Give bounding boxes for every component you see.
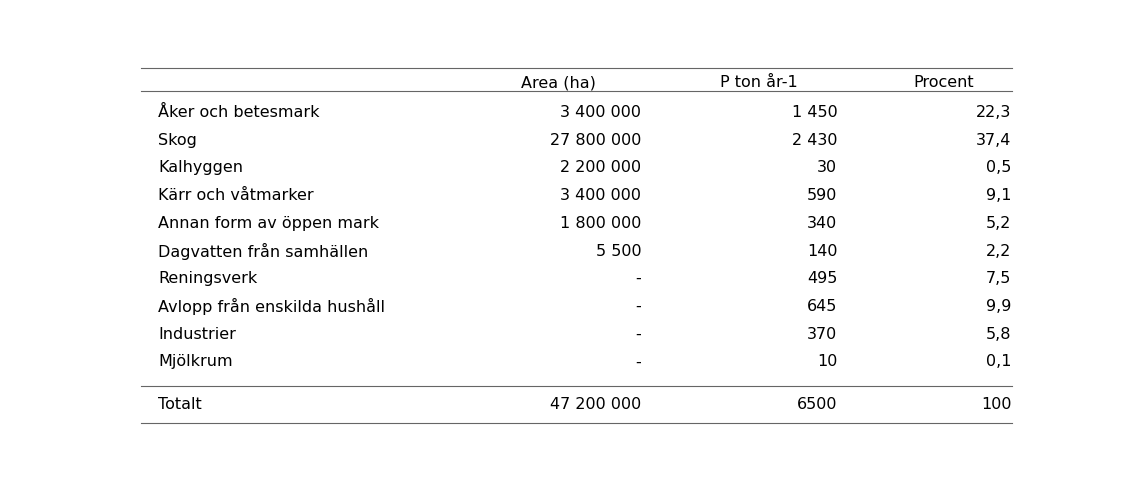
Text: 3 400 000: 3 400 000 [561,105,642,120]
Text: Procent: Procent [914,75,975,90]
Text: Reningsverk: Reningsverk [157,271,257,286]
Text: P ton år-1: P ton år-1 [720,75,798,90]
Text: 5 500: 5 500 [596,243,642,259]
Text: 47 200 000: 47 200 000 [550,397,642,412]
Text: 2 200 000: 2 200 000 [560,160,642,175]
Text: 0,5: 0,5 [986,160,1012,175]
Text: 30: 30 [817,160,837,175]
Text: -: - [636,354,642,369]
Text: 5,8: 5,8 [986,327,1012,342]
Text: 6500: 6500 [797,397,837,412]
Text: 9,1: 9,1 [986,188,1012,203]
Text: 140: 140 [807,243,837,259]
Text: -: - [636,299,642,314]
Text: -: - [636,271,642,286]
Text: 27 800 000: 27 800 000 [550,133,642,148]
Text: Totalt: Totalt [157,397,201,412]
Text: 5,2: 5,2 [986,216,1012,231]
Text: Kärr och våtmarker: Kärr och våtmarker [157,188,314,203]
Text: 9,9: 9,9 [986,299,1012,314]
Text: 3 400 000: 3 400 000 [561,188,642,203]
Text: Industrier: Industrier [157,327,236,342]
Text: 1 450: 1 450 [791,105,837,120]
Text: 645: 645 [807,299,837,314]
Text: 1 800 000: 1 800 000 [560,216,642,231]
Text: 100: 100 [981,397,1012,412]
Text: 370: 370 [807,327,837,342]
Text: 10: 10 [817,354,837,369]
Text: 2,2: 2,2 [986,243,1012,259]
Text: 37,4: 37,4 [977,133,1012,148]
Text: Annan form av öppen mark: Annan form av öppen mark [157,216,379,231]
Text: Mjölkrum: Mjölkrum [157,354,233,369]
Text: -: - [636,327,642,342]
Text: 340: 340 [807,216,837,231]
Text: 7,5: 7,5 [986,271,1012,286]
Text: 2 430: 2 430 [792,133,837,148]
Text: Åker och betesmark: Åker och betesmark [157,105,319,120]
Text: Area (ha): Area (ha) [522,75,596,90]
Text: 22,3: 22,3 [977,105,1012,120]
Text: 590: 590 [807,188,837,203]
Text: 0,1: 0,1 [986,354,1012,369]
Text: Dagvatten från samhällen: Dagvatten från samhällen [157,243,369,260]
Text: Skog: Skog [157,133,197,148]
Text: 495: 495 [807,271,837,286]
Text: Kalhyggen: Kalhyggen [157,160,243,175]
Text: Avlopp från enskilda hushåll: Avlopp från enskilda hushåll [157,298,384,315]
